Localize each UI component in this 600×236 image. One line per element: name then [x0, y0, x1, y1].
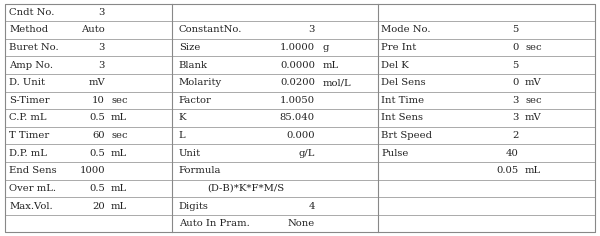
Text: mL: mL: [111, 114, 127, 122]
Text: Int Time: Int Time: [381, 96, 424, 105]
Text: Del K: Del K: [381, 61, 409, 70]
Text: 10: 10: [92, 96, 105, 105]
Text: S-Timer: S-Timer: [9, 96, 50, 105]
Text: 0: 0: [512, 43, 519, 52]
Text: D. Unit: D. Unit: [9, 78, 45, 87]
Text: 3: 3: [98, 61, 105, 70]
Text: Blank: Blank: [179, 61, 208, 70]
Text: 85.040: 85.040: [280, 114, 315, 122]
Text: Del Sens: Del Sens: [381, 78, 425, 87]
Text: 0.0000: 0.0000: [280, 61, 315, 70]
Text: 5: 5: [512, 25, 519, 34]
Text: 0.05: 0.05: [497, 166, 519, 175]
Text: End Sens: End Sens: [9, 166, 56, 175]
Text: 1.0000: 1.0000: [280, 43, 315, 52]
Text: None: None: [288, 219, 315, 228]
Text: (D-B)*K*F*M/S: (D-B)*K*F*M/S: [207, 184, 284, 193]
Text: Formula: Formula: [179, 166, 221, 175]
FancyBboxPatch shape: [5, 4, 595, 232]
Text: 40: 40: [506, 149, 519, 158]
Text: mV: mV: [88, 78, 105, 87]
Text: 0.000: 0.000: [286, 131, 315, 140]
Text: mV: mV: [525, 114, 542, 122]
Text: 3: 3: [98, 8, 105, 17]
Text: 3: 3: [512, 96, 519, 105]
Text: Pulse: Pulse: [381, 149, 409, 158]
Text: 0.5: 0.5: [89, 149, 105, 158]
Text: 1000: 1000: [79, 166, 105, 175]
Text: Pre Int: Pre Int: [381, 43, 416, 52]
Text: Int Sens: Int Sens: [381, 114, 423, 122]
Text: 60: 60: [92, 131, 105, 140]
Text: 4: 4: [308, 202, 315, 211]
Text: Brt Speed: Brt Speed: [381, 131, 432, 140]
Text: Amp No.: Amp No.: [9, 61, 53, 70]
Text: mL: mL: [525, 166, 541, 175]
Text: 0.5: 0.5: [89, 184, 105, 193]
Text: Cndt No.: Cndt No.: [9, 8, 55, 17]
Text: 0.0200: 0.0200: [280, 78, 315, 87]
Text: mV: mV: [525, 78, 542, 87]
Text: sec: sec: [111, 96, 128, 105]
Text: Digits: Digits: [179, 202, 209, 211]
Text: 3: 3: [308, 25, 315, 34]
Text: Over mL.: Over mL.: [9, 184, 56, 193]
Text: 3: 3: [512, 114, 519, 122]
Text: T Timer: T Timer: [9, 131, 49, 140]
Text: mL: mL: [322, 61, 338, 70]
Text: Molarity: Molarity: [179, 78, 222, 87]
Text: Auto: Auto: [81, 25, 105, 34]
Text: g: g: [322, 43, 329, 52]
Text: mL: mL: [111, 149, 127, 158]
Text: K: K: [179, 114, 186, 122]
Text: Factor: Factor: [179, 96, 212, 105]
Text: g/L: g/L: [299, 149, 315, 158]
Text: mol/L: mol/L: [322, 78, 351, 87]
Text: mL: mL: [111, 202, 127, 211]
Text: mL: mL: [111, 184, 127, 193]
Text: sec: sec: [111, 131, 128, 140]
Text: C.P. mL: C.P. mL: [9, 114, 47, 122]
Text: 0: 0: [512, 78, 519, 87]
Text: D.P. mL: D.P. mL: [9, 149, 47, 158]
Text: ConstantNo.: ConstantNo.: [179, 25, 242, 34]
Text: sec: sec: [525, 43, 542, 52]
Text: 5: 5: [512, 61, 519, 70]
Text: Max.Vol.: Max.Vol.: [9, 202, 53, 211]
Text: sec: sec: [525, 96, 542, 105]
Text: Method: Method: [9, 25, 48, 34]
Text: 0.5: 0.5: [89, 114, 105, 122]
Text: 2: 2: [512, 131, 519, 140]
Text: Unit: Unit: [179, 149, 201, 158]
Text: Mode No.: Mode No.: [381, 25, 431, 34]
Text: Size: Size: [179, 43, 200, 52]
Text: 1.0050: 1.0050: [280, 96, 315, 105]
Text: L: L: [179, 131, 185, 140]
Text: 20: 20: [92, 202, 105, 211]
Text: Auto In Pram.: Auto In Pram.: [179, 219, 250, 228]
Text: 3: 3: [98, 43, 105, 52]
Text: Buret No.: Buret No.: [9, 43, 59, 52]
